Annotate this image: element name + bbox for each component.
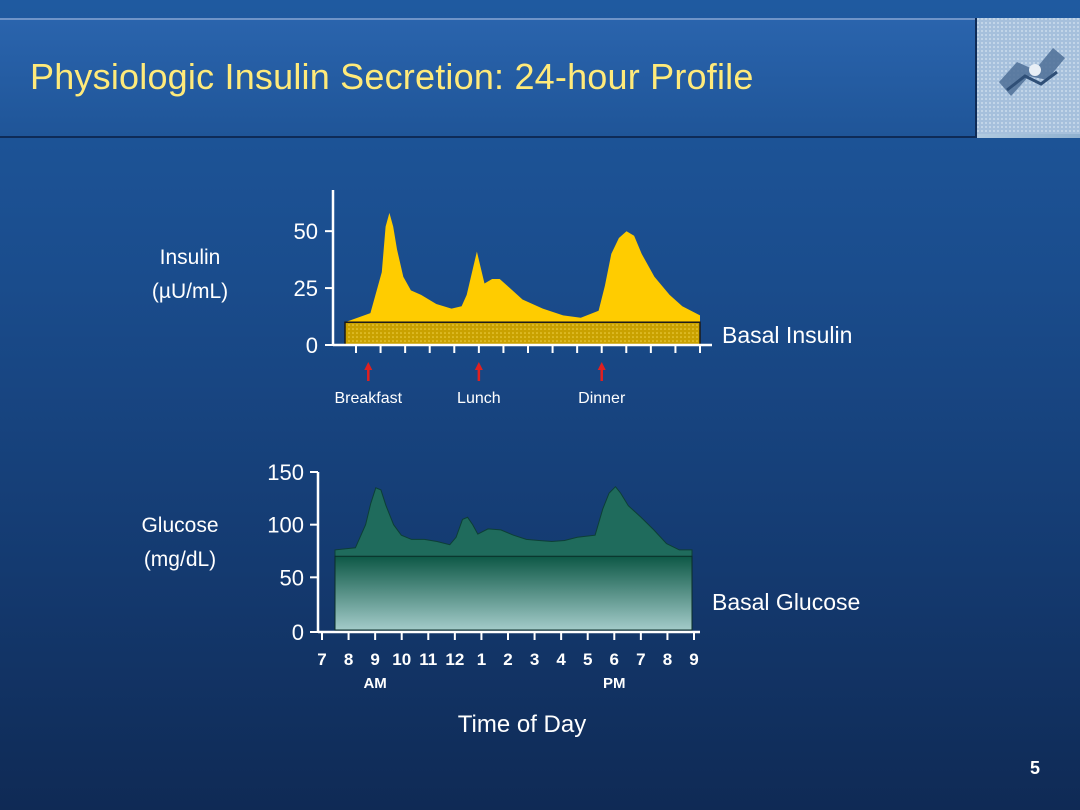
glucose-x-tick-label: 8 (344, 650, 353, 669)
meal-label: Lunch (457, 390, 501, 407)
glucose-y-tick-label: 50 (280, 565, 304, 590)
glucose-x-tick-label: 3 (530, 650, 539, 669)
insulin-y-tick-label: 0 (306, 333, 318, 358)
page-number: 5 (1030, 758, 1041, 778)
glucose-y-tick-label: 0 (292, 620, 304, 645)
glucose-x-tick-label: 7 (636, 650, 645, 669)
meal-arrow-head (364, 362, 373, 370)
glucose-x-tick-label: 10 (392, 650, 411, 669)
insulin-ylabel-line1: Insulin (160, 246, 221, 269)
glucose-x-ticks: 7 8 9 10 11 12 1 2 3 4 5 6 7 8 9AM PM (317, 632, 699, 692)
glucose-x-tick-label: 7 (317, 650, 326, 669)
glucose-x-tick-label: 5 (583, 650, 592, 669)
glucose-x-sublabel: PM (603, 675, 626, 692)
glucose-x-sublabel: AM (363, 675, 386, 692)
glucose-x-tick-label: 12 (445, 650, 464, 669)
glucose-x-tick-label: 11 (419, 650, 437, 669)
glucose-x-tick-label: 8 (663, 650, 672, 669)
slide-title: Physiologic Insulin Secretion: 24-hour P… (30, 56, 754, 97)
x-axis-title: Time of Day (458, 711, 586, 738)
meal-arrow-head (474, 362, 483, 370)
meal-label: Breakfast (334, 390, 402, 407)
insulin-axes (331, 190, 712, 347)
glucose-x-tick-label: 9 (689, 650, 698, 669)
insulin-x-ticks (355, 345, 701, 353)
glucose-x-tick-label: 1 (477, 650, 486, 669)
insulin-chart: Insulin (µU/mL) 0 25 50 Basal Insulin Brea… (152, 190, 852, 407)
glucose-x-tick-label: 6 (610, 650, 619, 669)
meal-label: Dinner (578, 390, 626, 407)
glucose-x-tick-label: 9 (370, 650, 379, 669)
insulin-y-tick-label: 25 (294, 276, 318, 301)
glucose-y-tick-label: 150 (267, 460, 304, 485)
meal-arrow-head (597, 362, 606, 370)
insulin-ylabel-line2: (µU/mL) (152, 280, 228, 303)
glucose-x-tick-label: 4 (556, 650, 566, 669)
logo (975, 18, 1080, 138)
logo-graphic (977, 18, 1080, 134)
insulin-y-ticks: 0 25 50 (294, 219, 333, 358)
meal-markers: Breakfast Lunch Dinner (334, 362, 626, 407)
glucose-x-tick-label: 2 (503, 650, 512, 669)
basal-insulin-label: Basal Insulin (722, 322, 852, 348)
glucose-y-tick-label: 100 (267, 513, 304, 538)
insulin-basal-band (344, 321, 701, 346)
insulin-curve-area (345, 212, 700, 345)
glucose-ylabel-line2: (mg/dL) (144, 548, 216, 571)
glucose-y-ticks: 0 50 100 150 (267, 460, 318, 645)
glucose-ylabel-line1: Glucose (141, 514, 218, 537)
insulin-y-tick-label: 50 (294, 219, 318, 244)
glucose-basal-band (334, 555, 693, 631)
title-bar: Physiologic Insulin Secretion: 24-hour P… (0, 18, 975, 138)
basal-glucose-label: Basal Glucose (712, 589, 860, 615)
